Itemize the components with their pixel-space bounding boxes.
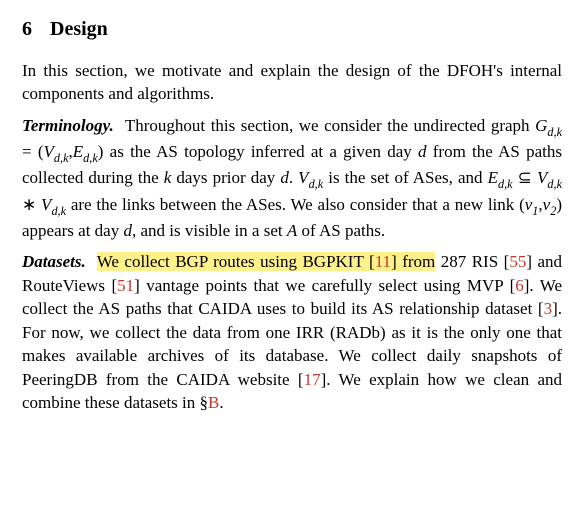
citation-51[interactable]: 51 <box>117 276 134 295</box>
citation-17[interactable]: 17 <box>304 370 321 389</box>
var-d: d <box>280 168 289 187</box>
section-heading: 6 Design <box>22 18 562 41</box>
var-E: E <box>73 142 83 161</box>
var-A: A <box>287 221 297 240</box>
citation-55[interactable]: 55 <box>509 252 526 271</box>
section-title: Design <box>50 18 108 40</box>
sub-dk: d,k <box>51 204 66 218</box>
citation-6[interactable]: 6 <box>515 276 524 295</box>
sub-dk: d,k <box>54 151 69 165</box>
text: = ( <box>22 142 44 161</box>
sub-dk: d,k <box>547 125 562 139</box>
text: ] from <box>391 252 435 271</box>
terminology-label: Terminology. <box>22 116 114 135</box>
var-d: d <box>418 142 427 161</box>
datasets-paragraph: Datasets. We collect BGP routes using BG… <box>22 250 562 414</box>
var-V: V <box>298 168 308 187</box>
text: days prior day <box>171 168 280 187</box>
text: , and is visible in a set <box>132 221 287 240</box>
var-d: d <box>123 221 132 240</box>
text: are the links between the ASes. We also … <box>66 195 525 214</box>
citation-11[interactable]: 11 <box>375 252 391 271</box>
sub-1: 1 <box>532 204 538 218</box>
text: ⊆ <box>513 168 537 187</box>
sub-dk: d,k <box>83 151 98 165</box>
section-number: 6 <box>22 18 32 41</box>
var-G: G <box>535 116 547 135</box>
sub-dk: d,k <box>547 177 562 191</box>
text: . <box>219 393 223 412</box>
text: ∗ <box>22 195 41 214</box>
var-V: V <box>44 142 54 161</box>
sub-dk: d,k <box>498 177 513 191</box>
text: as the AS topology inferred at a given d… <box>103 142 418 161</box>
var-E: E <box>488 168 498 187</box>
text: . <box>289 168 298 187</box>
terminology-paragraph: Terminology. Throughout this section, we… <box>22 114 562 243</box>
text: of AS paths. <box>297 221 385 240</box>
text: is the set of ASes, and <box>323 168 487 187</box>
text: 287 RIS [ <box>441 252 510 271</box>
intro-paragraph: In this section, we motivate and explain… <box>22 59 562 106</box>
sub-dk: d,k <box>309 177 324 191</box>
text: We collect BGP routes using BGPKIT [ <box>97 252 375 271</box>
var-V: V <box>41 195 51 214</box>
var-V: V <box>537 168 547 187</box>
citation-3[interactable]: 3 <box>544 299 553 318</box>
sub-2: 2 <box>550 204 556 218</box>
highlighted-text: We collect BGP routes using BGPKIT [11] … <box>97 252 436 271</box>
section-ref-B[interactable]: B <box>208 393 219 412</box>
page-excerpt: 6 Design In this section, we motivate and… <box>0 0 584 447</box>
datasets-label: Datasets. <box>22 252 86 271</box>
text: ] vantage points that we carefully selec… <box>134 276 515 295</box>
text: Throughout this section, we consider the… <box>125 116 535 135</box>
